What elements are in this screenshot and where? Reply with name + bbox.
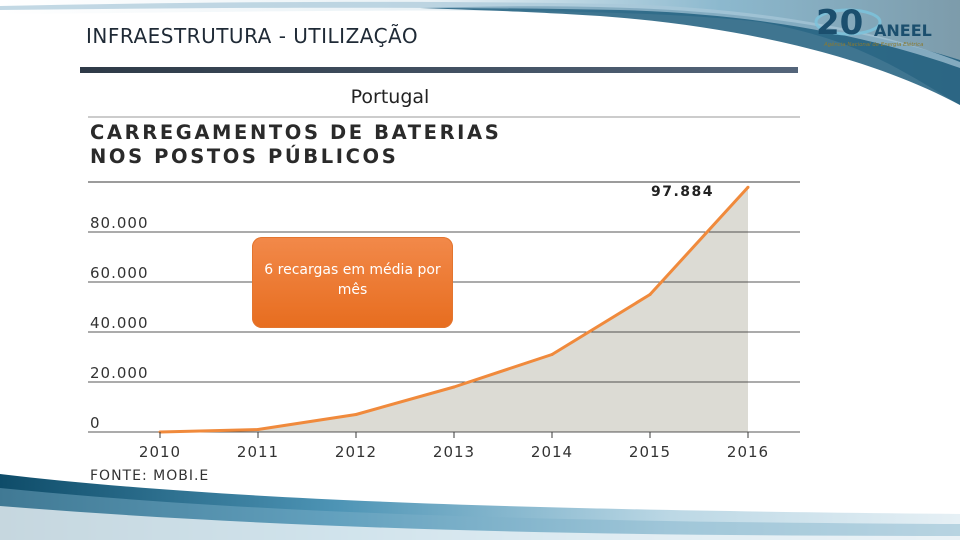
y-tick-label-0: 0 (90, 414, 101, 432)
y-tick-label-2: 40.000 (90, 314, 149, 332)
data-point-1 (256, 428, 260, 431)
aneel-logo: 20 ANEEL Agência Nacional de Energia Elé… (808, 0, 948, 52)
chart-source: FONTE: MOBI.E (90, 468, 209, 484)
area-fill (160, 187, 748, 432)
data-point-5 (648, 293, 652, 296)
logo-brand: ANEEL (874, 21, 932, 40)
x-tick-label-3: 2013 (433, 443, 475, 461)
data-label-last: 97.884 (651, 184, 714, 200)
slide-subtitle: Portugal (350, 86, 430, 108)
y-tick-label-3: 60.000 (90, 264, 149, 282)
slide-title: INFRAESTRUTURA - UTILIZAÇÃO (86, 24, 419, 48)
y-tick-label-4: 80.000 (90, 214, 149, 232)
x-tick-label-1: 2011 (237, 443, 279, 461)
callout-box: 6 recargas em média por mês (252, 237, 453, 328)
x-tick-label-4: 2014 (531, 443, 573, 461)
data-point-4 (550, 353, 554, 356)
aneel-logo-mark: 20 ANEEL Agência Nacional de Energia Elé… (814, 3, 932, 48)
logo-number: 20 (816, 3, 863, 43)
x-tick-label-6: 2016 (727, 443, 769, 461)
data-point-2 (354, 413, 358, 416)
x-tick-label-5: 2015 (629, 443, 671, 461)
x-tick-label-0: 2010 (139, 443, 181, 461)
chart-title-line-1: CARREGAMENTOS DE BATERIAS (90, 121, 502, 144)
y-tick-label-1: 20.000 (90, 364, 149, 382)
data-point-6 (746, 185, 750, 189)
data-point-3 (452, 385, 456, 389)
x-tick-label-2: 2012 (335, 443, 377, 461)
title-divider (80, 67, 798, 73)
logo-tagline: Agência Nacional de Energia Elétrica (823, 41, 923, 48)
footer-swoosh (0, 474, 960, 540)
chart-title-line-2: NOS POSTOS PÚBLICOS (90, 145, 399, 168)
